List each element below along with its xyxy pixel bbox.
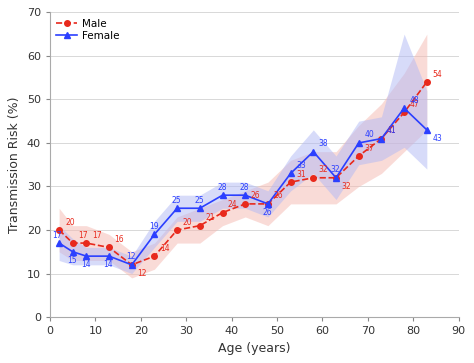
Male	[83, 241, 89, 245]
Female	[220, 193, 226, 197]
Female	[197, 206, 203, 211]
Line: Female: Female	[56, 105, 429, 268]
Female	[174, 206, 180, 211]
Male	[220, 211, 226, 215]
X-axis label: Age (years): Age (years)	[218, 342, 291, 355]
Text: 41: 41	[387, 126, 397, 135]
Female	[424, 128, 429, 132]
Text: 28: 28	[240, 183, 249, 192]
Male	[106, 245, 112, 250]
Text: 47: 47	[410, 100, 419, 109]
Male	[129, 263, 135, 267]
Male	[56, 228, 62, 232]
Male	[333, 176, 339, 180]
Text: 17: 17	[78, 231, 88, 240]
Male	[424, 80, 429, 84]
Text: 26: 26	[251, 191, 260, 200]
Male	[174, 228, 180, 232]
Text: 14: 14	[104, 260, 113, 269]
Text: 14: 14	[81, 260, 91, 269]
Male	[379, 136, 384, 141]
Text: 21: 21	[205, 213, 215, 222]
Male	[265, 202, 271, 206]
Text: 26: 26	[263, 208, 272, 217]
Text: 31: 31	[296, 170, 306, 179]
Text: 32: 32	[319, 165, 328, 174]
Text: 19: 19	[149, 222, 159, 231]
Female	[56, 241, 62, 245]
Line: Male: Male	[56, 79, 429, 268]
Text: 15: 15	[67, 256, 77, 265]
Text: 40: 40	[364, 130, 374, 139]
Text: 54: 54	[432, 69, 442, 78]
Female	[379, 136, 384, 141]
Text: 14: 14	[160, 244, 170, 253]
Text: 48: 48	[410, 95, 419, 105]
Female	[288, 171, 293, 176]
Text: 28: 28	[217, 183, 227, 192]
Text: 43: 43	[432, 134, 442, 143]
Female	[129, 263, 135, 267]
Female	[152, 232, 157, 237]
Text: 37: 37	[364, 143, 374, 152]
Text: 32: 32	[330, 165, 340, 174]
Female	[356, 141, 362, 145]
Text: 12: 12	[126, 252, 136, 261]
Female	[265, 202, 271, 206]
Text: 25: 25	[172, 196, 182, 205]
Text: 20: 20	[66, 217, 75, 227]
Text: 24: 24	[228, 200, 237, 209]
Male	[310, 176, 316, 180]
Text: 38: 38	[319, 139, 328, 148]
Male	[288, 180, 293, 184]
Text: 16: 16	[115, 235, 124, 244]
Text: 33: 33	[296, 161, 306, 170]
Male	[242, 202, 248, 206]
Male	[197, 224, 203, 228]
Text: 26: 26	[273, 191, 283, 200]
Female	[401, 106, 407, 110]
Female	[70, 250, 75, 254]
Y-axis label: Transmission Risk (%): Transmission Risk (%)	[9, 97, 21, 233]
Female	[310, 150, 316, 154]
Male	[70, 241, 75, 245]
Text: 41: 41	[387, 126, 397, 135]
Text: 17: 17	[92, 231, 101, 240]
Text: 20: 20	[182, 217, 192, 227]
Text: 25: 25	[194, 196, 204, 205]
Female	[106, 254, 112, 258]
Female	[83, 254, 89, 258]
Male	[152, 254, 157, 258]
Female	[333, 176, 339, 180]
Text: 17: 17	[52, 231, 62, 240]
Male	[356, 154, 362, 158]
Female	[242, 193, 248, 197]
Text: 12: 12	[137, 269, 146, 278]
Text: 32: 32	[341, 182, 351, 191]
Male	[401, 110, 407, 115]
Legend: Male, Female: Male, Female	[53, 16, 123, 44]
